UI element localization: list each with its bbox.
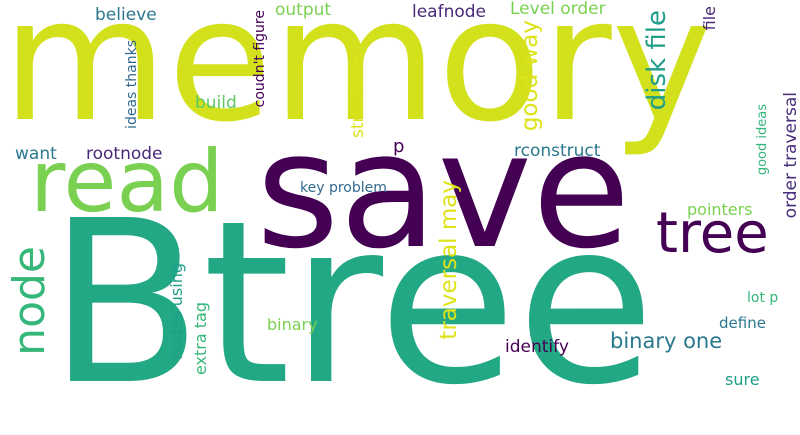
word-key-problem: key problem [300,180,387,196]
word-rootnode: rootnode [86,144,163,164]
word-tree: tree [656,201,769,266]
word-traversal-may: traversal may [436,180,462,340]
word-binary-one: binary one [610,329,723,353]
word-good-ideas: good ideas [755,104,770,176]
word-binary: binary [267,315,318,334]
word-want: want [15,144,57,164]
word-define: define [719,314,766,332]
word-read: read [30,132,224,232]
word-structures: structures [348,52,368,139]
word-believe: believe [95,5,157,25]
word-node: node [4,246,55,356]
word-file: file [700,6,719,31]
word-build: build [195,93,237,113]
word-cloud: memory save Btree read tree node travers… [2,0,800,417]
word-ideas-thanks: ideas thanks [124,40,140,129]
word-rconstruct: rconstruct [514,141,601,161]
word-output: output [275,0,332,20]
word-leafnode: leafnode [412,2,487,22]
word-good-way: good way [517,20,543,132]
word-coudnt-figure: coudn't figure [252,10,268,108]
word-level-order: Level order [510,0,606,19]
word-pointers: pointers [687,200,753,219]
word-disk-file: disk file [642,10,672,111]
word-save: save [256,97,631,284]
word-sure: sure [725,370,760,389]
word-p: p [393,136,405,157]
word-btree: Btree [48,173,655,435]
word-extra-tag: extra tag [191,302,210,376]
word-identify: identify [505,337,569,357]
word-memory: memory [2,0,713,160]
word-order-traversal: order traversal [781,92,800,219]
word-lot-p: lot p [747,290,779,306]
word-nodes-using: nodes using [167,263,186,360]
